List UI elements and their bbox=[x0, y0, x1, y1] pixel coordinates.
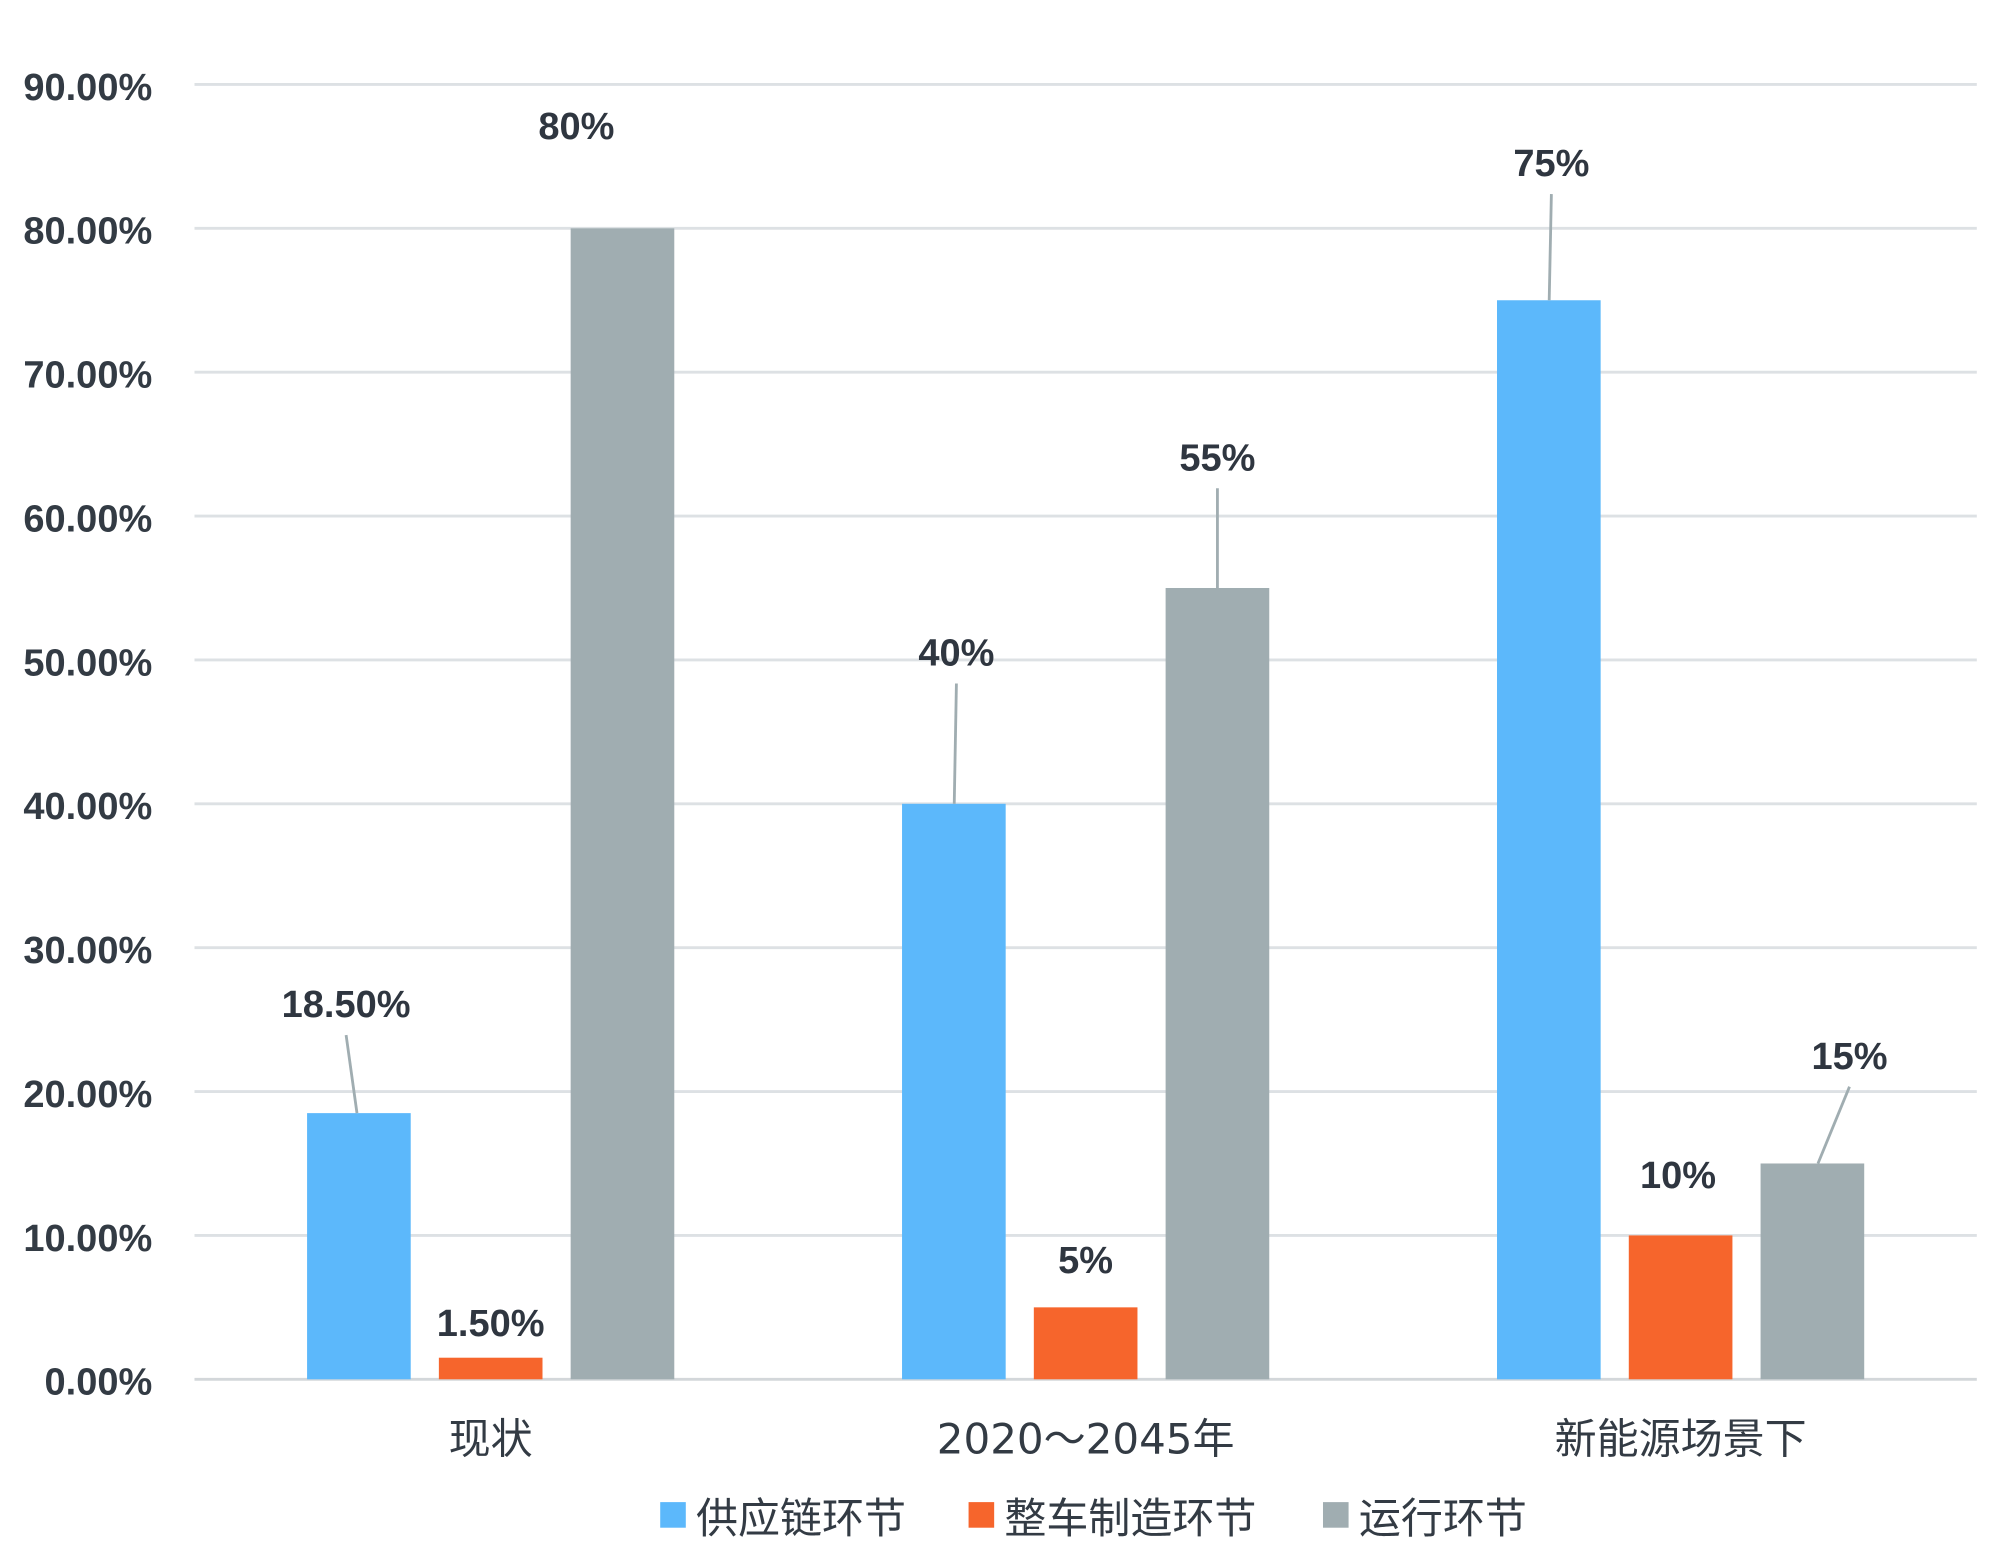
y-axis-tick-labels: 0.00% 10.00% 20.00% 30.00% 40.00% 50.00% 60.00… bbox=[23, 67, 152, 1404]
data-label: 18.50% bbox=[282, 984, 411, 1026]
legend-swatch bbox=[660, 1502, 686, 1528]
y-tick-label: 0.00% bbox=[45, 1362, 153, 1404]
bar-1-2 bbox=[902, 803, 1006, 1380]
y-tick-label: 80.00% bbox=[23, 211, 152, 253]
x-category-label: 现状 bbox=[449, 1414, 533, 1463]
bar-2-2 bbox=[1033, 1307, 1138, 1380]
data-label-leader bbox=[344, 1034, 359, 1114]
bar-3-1 bbox=[570, 228, 675, 1380]
bar-3-3 bbox=[1760, 1163, 1865, 1380]
y-tick-label: 70.00% bbox=[23, 355, 152, 397]
data-label: 15% bbox=[1811, 1036, 1887, 1078]
legend-label: 供应链环节 bbox=[696, 1494, 906, 1543]
data-label-leader bbox=[952, 683, 958, 804]
data-label: 1.50% bbox=[437, 1303, 545, 1345]
x-axis-category-labels: 现状 2020～2045年 新能源场景下 bbox=[449, 1414, 1807, 1463]
bar-1-3 bbox=[1497, 300, 1601, 1380]
bar-2-1 bbox=[438, 1357, 543, 1380]
legend-swatch bbox=[968, 1502, 995, 1528]
bars bbox=[307, 228, 1865, 1380]
y-tick-label: 10.00% bbox=[23, 1218, 152, 1260]
data-label: 80% bbox=[538, 106, 614, 148]
data-label: 5% bbox=[1058, 1240, 1113, 1282]
data-label: 75% bbox=[1513, 143, 1589, 185]
gridlines bbox=[194, 83, 1977, 1381]
data-label-leader bbox=[1816, 1086, 1851, 1165]
data-label: 55% bbox=[1179, 437, 1255, 479]
bar-1-1 bbox=[307, 1113, 411, 1380]
legend-swatch bbox=[1322, 1502, 1349, 1528]
y-tick-label: 90.00% bbox=[23, 67, 152, 109]
data-label-leader bbox=[1547, 194, 1553, 301]
y-tick-label: 50.00% bbox=[23, 642, 152, 684]
legend-label: 运行环节 bbox=[1359, 1494, 1527, 1543]
x-category-label: 2020～2045年 bbox=[937, 1414, 1235, 1463]
y-tick-label: 60.00% bbox=[23, 498, 152, 540]
bar-2-3 bbox=[1628, 1235, 1733, 1380]
y-tick-label: 30.00% bbox=[23, 930, 152, 972]
legend-label: 整车制造环节 bbox=[1004, 1494, 1256, 1543]
y-tick-label: 20.00% bbox=[23, 1074, 152, 1116]
bar-3-2 bbox=[1165, 587, 1270, 1380]
x-category-label: 新能源场景下 bbox=[1555, 1414, 1807, 1463]
data-labels: 18.50% 40% 75% 1.50% 5% 10% 80% 55% 15% bbox=[282, 106, 1888, 1345]
data-label: 10% bbox=[1640, 1155, 1716, 1197]
y-tick-label: 40.00% bbox=[23, 786, 152, 828]
legend: 供应链环节 整车制造环节 运行环节 bbox=[660, 1494, 1527, 1543]
data-label: 40% bbox=[918, 633, 994, 675]
